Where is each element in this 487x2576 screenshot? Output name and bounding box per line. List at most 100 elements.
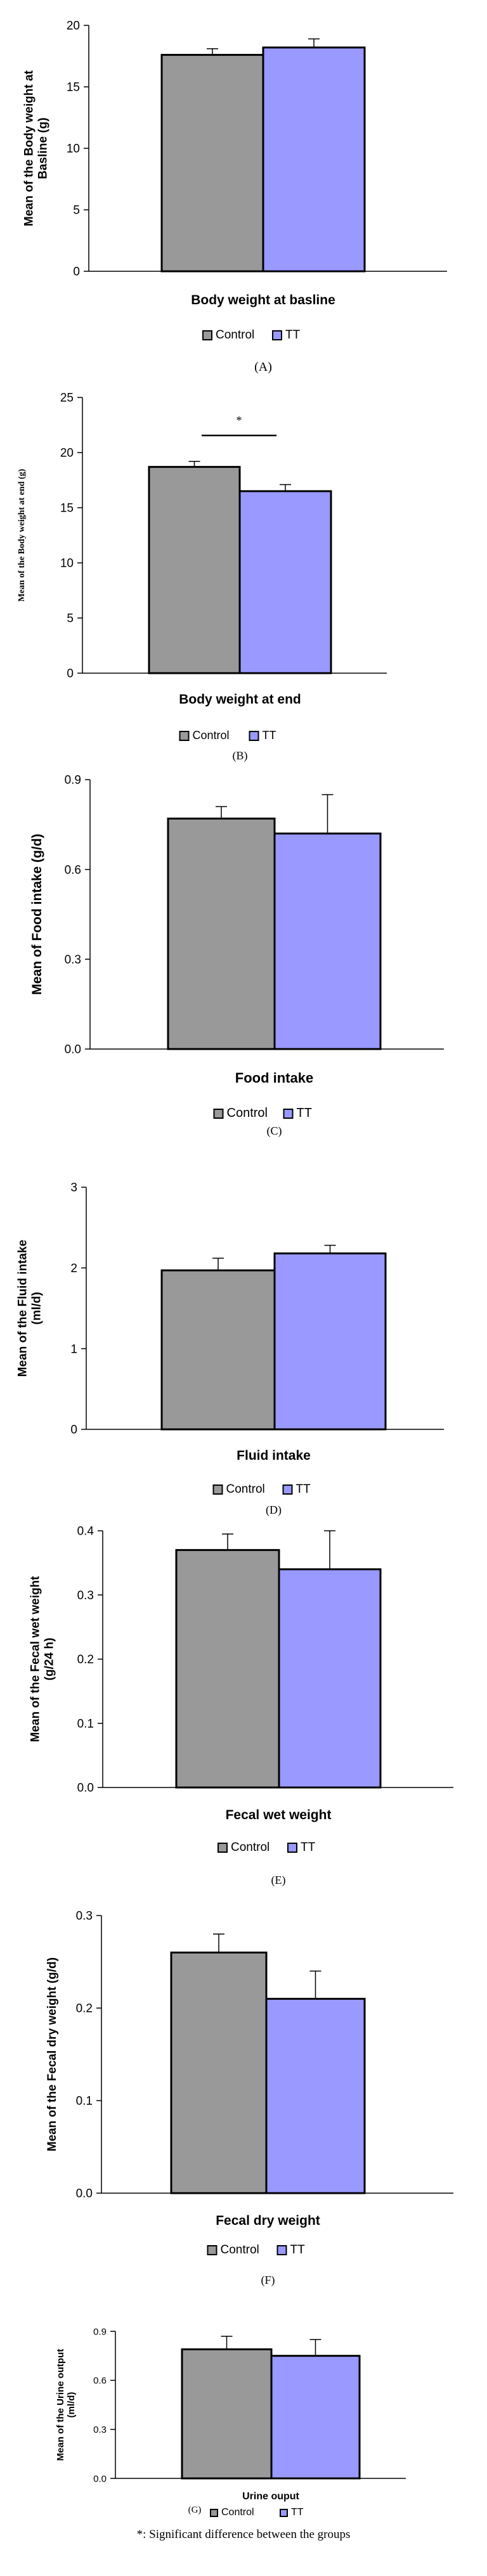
y-axis-label: Mean of the Fecal dry weight (g/d): [46, 1957, 59, 2151]
legend-label-tt: TT: [291, 2507, 304, 2518]
bar-tt: [270, 2355, 361, 2480]
y-tick-label: 0.0: [77, 1782, 94, 1795]
bar-control: [170, 1951, 268, 2194]
y-tick-label: 0.6: [93, 2376, 107, 2386]
bar-tt: [262, 46, 366, 273]
y-tick-label: 0.3: [76, 1910, 93, 1923]
y-axis-label: Mean of Food intake (g/d): [30, 834, 44, 995]
bar-control: [160, 54, 264, 273]
legend-swatch-control: [202, 330, 212, 340]
panel-label: (B): [233, 749, 248, 763]
x-axis-label: Fluid intake: [237, 1448, 311, 1463]
bar-tt: [265, 1997, 366, 2194]
legend-swatch-tt: [249, 731, 259, 741]
x-axis-label: Urine ouput: [242, 2491, 299, 2502]
y-tick-label: 5: [67, 612, 74, 626]
y-axis-label-line: (g/24 h): [42, 1638, 56, 1681]
x-axis-label: Food intake: [235, 1070, 313, 1086]
y-tick-label: 0.4: [77, 1525, 94, 1538]
y-tick-label: 0.3: [77, 1589, 94, 1602]
y-tick-label: 0.1: [76, 2095, 93, 2108]
y-tick-label: 1: [70, 1343, 77, 1356]
panel-label: (D): [266, 1504, 282, 1517]
y-tick-label: 0.0: [93, 2473, 107, 2484]
y-axis-label-line: (ml/d): [66, 2392, 77, 2418]
legend-label-tt: TT: [290, 2243, 306, 2257]
y-axis-label-line: Mean of the Fecal wet weight: [29, 1576, 42, 1742]
chart-4: 0 1 2 3 Mean of the Fluid intake(ml/d) Fluid …: [16, 1182, 444, 1517]
y-tick-label: 15: [67, 81, 80, 94]
legend-label-control: Control: [193, 729, 230, 742]
y-axis-label: Mean of the Fecal wet weight(g/24 h): [29, 1576, 56, 1742]
y-tick-label: 0.2: [76, 2002, 93, 2016]
y-tick-label: 0.0: [76, 2187, 93, 2201]
y-axis-label: Mean of the Urine output(ml/d): [55, 2349, 77, 2461]
y-tick-label: 0.1: [77, 1717, 94, 1730]
y-axis-label: Mean of the Body weight atBasline (g): [23, 70, 50, 226]
y-tick-label: 0.6: [65, 863, 81, 877]
legend-swatch-tt: [282, 1484, 293, 1495]
y-tick-label: 0.0: [65, 1043, 81, 1057]
y-tick-label: 0.9: [65, 774, 81, 787]
chart-1: 0 5 10 15 20 Mean of the Body weight atBaslin…: [23, 20, 447, 374]
bar-tt: [278, 1568, 382, 1789]
y-axis-label-line: (ml/d): [30, 1292, 43, 1325]
bar-control: [148, 466, 241, 674]
legend-swatch-control: [218, 1843, 228, 1853]
y-axis-label-line: Mean of the Urine output: [55, 2349, 66, 2461]
legend-swatch-tt: [280, 2509, 288, 2517]
y-tick-label: 10: [60, 557, 74, 570]
chart-5: 0.0 0.1 0.2 0.3 0.4 Mean of the Fecal wet wei…: [29, 1525, 453, 1887]
y-tick-label: 0.2: [77, 1653, 94, 1666]
panel-label: (C): [267, 1124, 282, 1138]
y-tick-label: 3: [70, 1182, 77, 1195]
chart-2: 0 5 10 15 20 25 * Mean of the Body weight at en…: [17, 392, 387, 763]
legend-swatch-control: [179, 731, 190, 741]
y-tick-label: 0: [70, 1424, 77, 1437]
footnote-container: *: Significant difference between the gr…: [0, 2528, 487, 2542]
y-tick-label: 0.3: [93, 2425, 107, 2435]
y-axis-label-line: Mean of the Body weight at: [23, 70, 36, 226]
y-tick-label: 0.3: [65, 953, 81, 967]
legend-swatch-control: [213, 1109, 224, 1119]
legend-swatch-control: [207, 2245, 218, 2255]
y-axis-label-line: Mean of the Fluid intake: [16, 1240, 30, 1377]
legend-label-control: Control: [226, 1483, 265, 1496]
y-tick-label: 25: [60, 392, 74, 405]
y-tick-label: 20: [60, 447, 74, 460]
panel-label: (G): [188, 2505, 202, 2515]
y-axis-label: Mean of the Fluid intake(ml/d): [16, 1240, 44, 1377]
y-tick-label: 2: [70, 1262, 77, 1275]
bar-tt: [273, 1252, 387, 1431]
legend-label-tt: TT: [296, 1483, 311, 1496]
legend-swatch-tt: [283, 1109, 294, 1119]
chart-6: 0.0 0.1 0.2 0.3 Mean of the Fecal dry weight…: [46, 1910, 453, 2287]
legend-label-control: Control: [216, 328, 254, 342]
legend-label-control: Control: [231, 1841, 269, 1854]
y-axis-label-line: Basline (g): [36, 117, 49, 179]
y-tick-label: 0.9: [93, 2326, 107, 2337]
y-tick-label: 0: [67, 667, 74, 681]
y-tick-label: 20: [67, 20, 80, 33]
x-axis-label: Body weight at basline: [191, 293, 335, 307]
legend-swatch-tt: [287, 1843, 297, 1853]
bar-control: [181, 2348, 273, 2480]
y-tick-label: 5: [73, 204, 80, 217]
legend-label-control: Control: [221, 2507, 254, 2518]
bar-control: [167, 817, 276, 1050]
legend-label-tt: TT: [301, 1841, 316, 1854]
x-axis-label: Body weight at end: [179, 692, 301, 707]
legend-swatch-control: [212, 1484, 223, 1495]
bar-tt: [238, 490, 332, 674]
y-axis-label: Mean of the Body weight at end (g): [17, 468, 27, 602]
legend-label-tt: TT: [285, 328, 301, 342]
legend-label-control: Control: [227, 1106, 268, 1120]
footnote: *: Significant difference between the gr…: [136, 2528, 351, 2541]
panel-label: (A): [254, 360, 272, 374]
panel-label: (E): [271, 1874, 286, 1887]
chart-3: 0.0 0.3 0.6 0.9 Mean of Food intake (g/d) Foo…: [30, 774, 444, 1138]
panel-label: (F): [261, 2274, 275, 2287]
legend-label-control: Control: [221, 2243, 259, 2257]
x-axis-label: Fecal dry weight: [216, 2213, 320, 2228]
